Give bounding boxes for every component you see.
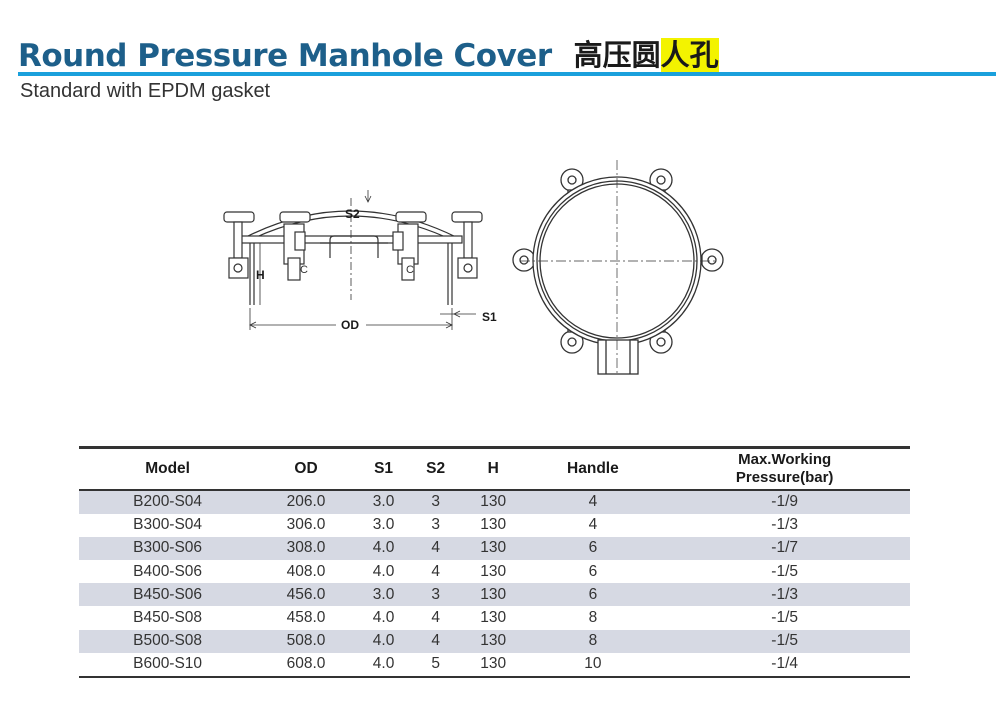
cell-model: B600-S10: [79, 652, 257, 679]
cell-s2: 4: [431, 562, 440, 580]
cell-s2: 4: [411, 536, 460, 561]
side-view-drawing: C C: [223, 190, 483, 330]
col-header-model: Model: [79, 446, 257, 491]
col-header-h: H: [460, 446, 527, 491]
cell-handle: 8: [526, 629, 660, 653]
cell-od: 458.0: [286, 609, 326, 627]
cell-h: 130: [480, 516, 507, 534]
cell-s1: 3.0: [355, 489, 412, 514]
cell-od: 306.0: [286, 516, 326, 534]
subtitle: Standard with EPDM gasket: [20, 80, 271, 102]
specification-table: Model OD S1 S2 H Handle Max.Working Press…: [79, 446, 910, 679]
cell-h: 130: [460, 489, 527, 514]
cell-max-pressure: -1/5: [771, 562, 798, 580]
cell-max-pressure: -1/9: [659, 489, 910, 514]
cell-model: B450-S08: [133, 609, 203, 627]
cell-s2: 4: [411, 629, 460, 653]
cell-s2: 3: [431, 516, 440, 534]
cell-od: 308.0: [256, 536, 356, 561]
cell-od: 508.0: [256, 629, 356, 653]
cell-od: 608.0: [256, 652, 356, 679]
top-view-drawing: [512, 160, 724, 375]
svg-text:C: C: [300, 264, 308, 276]
table-row: B300-S04 306.0 3.0 3 130 4 -1/3: [79, 514, 910, 537]
cell-s1: 4.0: [355, 629, 412, 653]
cell-max-pressure: -1/5: [771, 609, 798, 627]
col-header-s2: S2: [411, 446, 460, 491]
table-row: B200-S04 206.0 3.0 3 130 4 -1/9: [79, 489, 910, 514]
cell-s1: 3.0: [355, 583, 412, 607]
table-row: B400-S06 408.0 4.0 4 130 6 -1/5: [79, 560, 910, 583]
cell-max-pressure: -1/5: [659, 629, 910, 653]
cell-h: 130: [460, 583, 527, 607]
cell-model: B400-S06: [133, 562, 203, 580]
cell-s1: 4.0: [355, 652, 412, 679]
col-header-od: OD: [256, 446, 356, 491]
cell-model: B300-S04: [133, 516, 203, 534]
cell-h: 130: [460, 652, 527, 679]
table-row: B500-S08 508.0 4.0 4 130 8 -1/5: [79, 629, 910, 653]
col-header-max-pressure: Max.Working Pressure(bar): [659, 446, 910, 491]
cell-od: 456.0: [256, 583, 356, 607]
cell-h: 130: [480, 562, 507, 580]
cell-max-pressure: -1/7: [659, 536, 910, 561]
cell-handle: 10: [526, 652, 660, 679]
cell-handle: 6: [588, 562, 598, 580]
page-title: Round Pressure Manhole Cover 高压圆人孔: [18, 28, 719, 74]
cell-od: 408.0: [286, 562, 326, 580]
cell-s1: 4.0: [372, 609, 395, 627]
cell-max-pressure: -1/3: [771, 516, 798, 534]
dim-label-s2: S2: [345, 207, 360, 221]
cell-handle: 4: [526, 489, 660, 514]
cell-max-pressure: -1/4: [659, 652, 910, 679]
table-row: B600-S10 608.0 4.0 5 130 10 -1/4: [79, 652, 910, 679]
col-header-s1: S1: [355, 446, 412, 491]
cell-handle: 4: [588, 516, 598, 534]
cell-s1: 4.0: [355, 536, 412, 561]
title-english: Round Pressure Manhole Cover: [18, 38, 552, 74]
title-chinese-highlight: 人孔: [660, 38, 719, 72]
cell-s1: 3.0: [372, 516, 395, 534]
title-chinese: 高压圆人孔: [574, 32, 719, 74]
dim-label-h: H: [256, 268, 265, 282]
col-header-handle: Handle: [526, 446, 660, 491]
cell-s2: 4: [431, 609, 440, 627]
cell-h: 130: [460, 536, 527, 561]
cell-model: B300-S06: [79, 536, 257, 561]
cell-s1: 4.0: [372, 562, 395, 580]
table-row: B300-S06 308.0 4.0 4 130 6 -1/7: [79, 536, 910, 561]
col-header-max-line1: Max.Working: [738, 450, 832, 468]
cell-s2: 3: [411, 489, 460, 514]
cell-model: B500-S08: [79, 629, 257, 653]
cell-handle: 8: [588, 609, 598, 627]
technical-drawings: C C S2 H OD S1: [223, 160, 724, 375]
table-row: B450-S08 458.0 4.0 4 130 8 -1/5: [79, 606, 910, 629]
cell-s2: 5: [411, 652, 460, 679]
cell-s2: 3: [411, 583, 460, 607]
dim-label-s1: S1: [482, 310, 497, 324]
table-header-row: Model OD S1 S2 H Handle Max.Working Press…: [79, 446, 910, 491]
title-chinese-plain: 高压圆: [573, 38, 661, 72]
dim-label-od: OD: [341, 318, 359, 332]
cell-model: B450-S06: [79, 583, 257, 607]
cell-handle: 6: [526, 583, 660, 607]
cell-h: 130: [460, 629, 527, 653]
cell-model: B200-S04: [79, 489, 257, 514]
col-header-max-line2: Pressure(bar): [735, 468, 834, 486]
title-underline: [18, 72, 996, 76]
table-row: B450-S06 456.0 3.0 3 130 6 -1/3: [79, 583, 910, 607]
cell-handle: 6: [526, 536, 660, 561]
cell-h: 130: [480, 609, 507, 627]
cell-od: 206.0: [256, 489, 356, 514]
svg-text:C: C: [406, 264, 414, 276]
cell-max-pressure: -1/3: [659, 583, 910, 607]
